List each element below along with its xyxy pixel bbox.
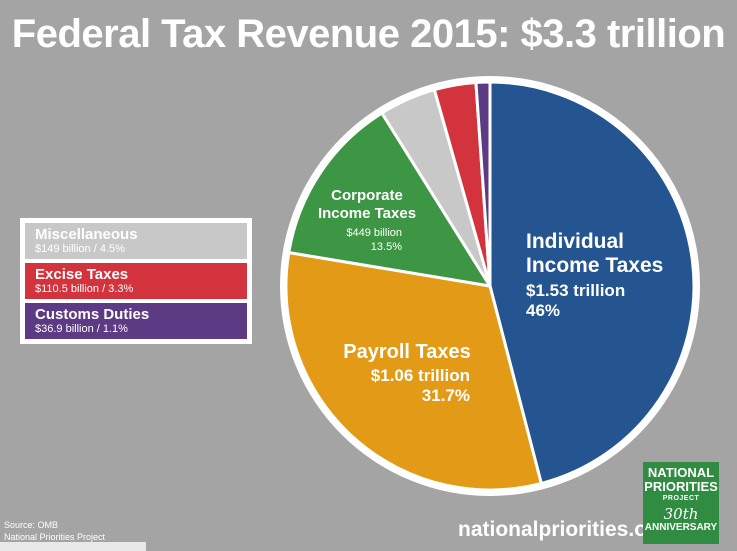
slice-label: Income Taxes — [526, 254, 663, 277]
slice-detail: $449 billion — [346, 227, 402, 239]
pie-slice-individual-income-taxes — [488, 80, 696, 485]
website-link[interactable]: nationalpriorities.org — [458, 518, 669, 541]
source-line: Source: OMB — [4, 520, 59, 530]
legend-detail: $110.5 billion / 3.3% — [35, 283, 134, 295]
legend-detail: $149 billion / 4.5% — [35, 243, 125, 255]
legend-detail: $36.9 billion / 1.1% — [35, 323, 128, 335]
legend-item-customs-duties: Customs Duties $36.9 billion / 1.1% — [25, 303, 247, 339]
legend-label: Customs Duties — [35, 306, 150, 323]
legend: Miscellaneous $149 billion / 4.5% Excise… — [20, 218, 252, 344]
logo-text: 30th — [663, 505, 699, 523]
slice-label: Individual — [526, 230, 624, 253]
logo-text: PROJECT — [662, 495, 700, 502]
slice-detail: 31.7% — [422, 386, 470, 405]
pie-slice-customs-duties — [474, 80, 492, 288]
slice-detail: $1.06 trillion — [371, 366, 470, 385]
logo-text: ANNIVERSARY — [644, 522, 718, 533]
slice-label: Income Taxes — [318, 205, 416, 222]
legend-item-excise-taxes: Excise Taxes $110.5 billion / 3.3% — [25, 263, 247, 299]
slice-label: Payroll Taxes — [343, 341, 470, 363]
slice-detail: $1.53 trillion — [526, 281, 625, 300]
source-line: National Priorities Project — [4, 532, 106, 542]
source-note: Source: OMB National Priorities Project — [4, 519, 105, 543]
logo: NATIONAL PRIORITIES PROJECT 30th ANNIVER… — [643, 462, 719, 544]
pie-slice-corporate-income-taxes — [287, 111, 492, 288]
slice-label: Corporate — [331, 187, 403, 204]
pie-slices — [280, 76, 700, 496]
bottom-strip — [0, 542, 146, 551]
legend-label: Miscellaneous — [35, 226, 138, 243]
legend-label: Excise Taxes — [35, 266, 129, 283]
logo-text: NATIONAL — [647, 465, 715, 480]
pie-slice-payroll-taxes — [284, 251, 543, 492]
chart-title: Federal Tax Revenue 2015: $3.3 trillion — [11, 12, 726, 56]
logo-text: PRIORITIES — [644, 479, 718, 494]
slice-detail: 13.5% — [371, 241, 402, 253]
slice-detail: 46% — [526, 301, 560, 320]
legend-item-miscellaneous: Miscellaneous $149 billion / 4.5% — [25, 223, 247, 259]
